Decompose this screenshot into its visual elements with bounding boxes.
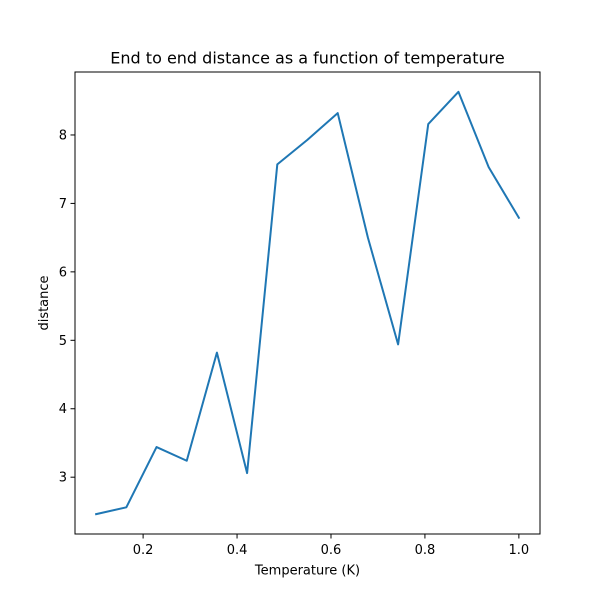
y-axis-label: distance [37,275,52,330]
y-tick-label: 5 [59,334,67,349]
y-tick-label: 4 [59,402,67,417]
series-line-1 [94,90,521,516]
y-axis-ticks: 3 4 5 6 7 8 [59,128,75,486]
x-tick-label: 0.2 [133,543,154,558]
y-tick-label: 3 [59,471,67,486]
plot-area [74,71,541,535]
axes-frame [74,71,541,535]
x-tick-label: 0.8 [415,543,436,558]
chart-title: End to end distance as a function of tem… [110,49,504,68]
y-tick-label: 8 [59,128,67,143]
y-tick-label: 6 [59,265,67,280]
x-axis-label: Temperature (K) [254,564,360,579]
x-tick-label: 1.0 [509,543,530,558]
x-axis-ticks: 0.2 0.4 0.6 0.8 1.0 [133,534,529,558]
y-tick-label: 7 [59,197,67,212]
x-tick-label: 0.4 [227,543,248,558]
x-tick-label: 0.6 [321,543,342,558]
